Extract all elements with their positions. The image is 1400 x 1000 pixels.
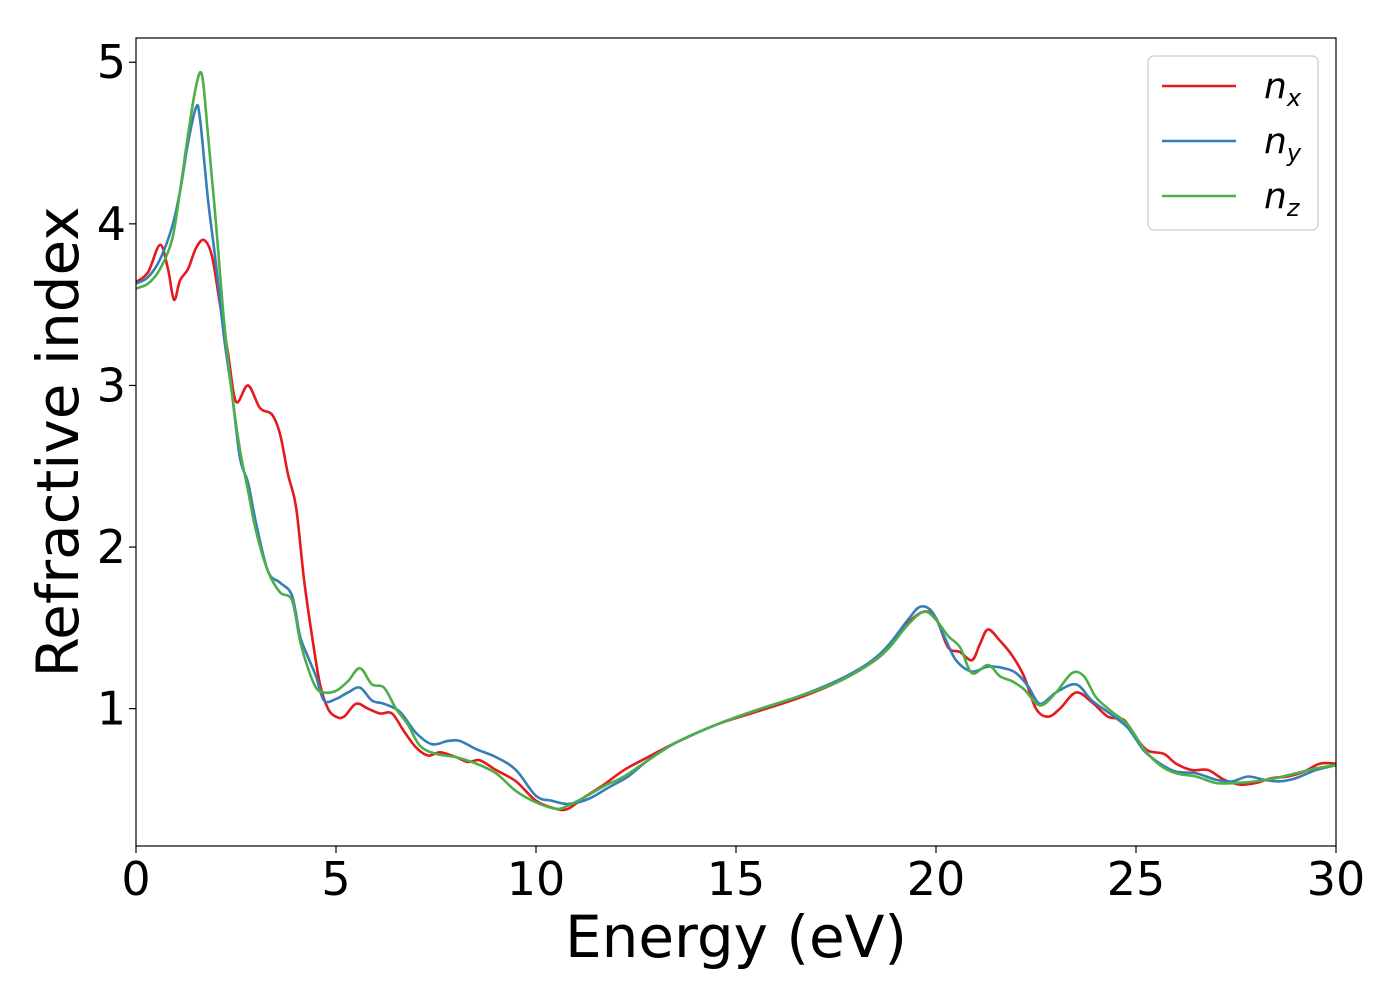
x-tick-label: 30 [1307, 852, 1366, 906]
y-axis: 1 2 3 4 5 [97, 35, 136, 736]
legend-label-y: ny [1264, 121, 1302, 167]
series-line-z [136, 70, 1336, 811]
x-tick-label: 10 [507, 852, 566, 906]
x-tick-label: 15 [707, 852, 766, 906]
y-tick-label: 1 [97, 682, 126, 736]
y-tick-label: 5 [97, 35, 126, 89]
series-layer [136, 70, 1336, 812]
x-tick-label: 0 [121, 852, 150, 906]
x-tick-label: 20 [907, 852, 966, 906]
y-tick-label: 2 [97, 520, 126, 574]
legend-box [1147, 55, 1319, 231]
y-axis-label: Refractive index [24, 206, 92, 677]
x-axis: 0 5 10 15 20 25 30 [121, 846, 1365, 906]
x-tick-label: 25 [1107, 852, 1166, 906]
x-axis-label: Energy (eV) [565, 903, 907, 971]
y-tick-label: 3 [97, 358, 126, 412]
y-tick-label: 4 [97, 197, 126, 251]
series-line-x [136, 238, 1336, 812]
legend-label-x: nx [1264, 66, 1302, 112]
x-tick-label: 5 [321, 852, 350, 906]
